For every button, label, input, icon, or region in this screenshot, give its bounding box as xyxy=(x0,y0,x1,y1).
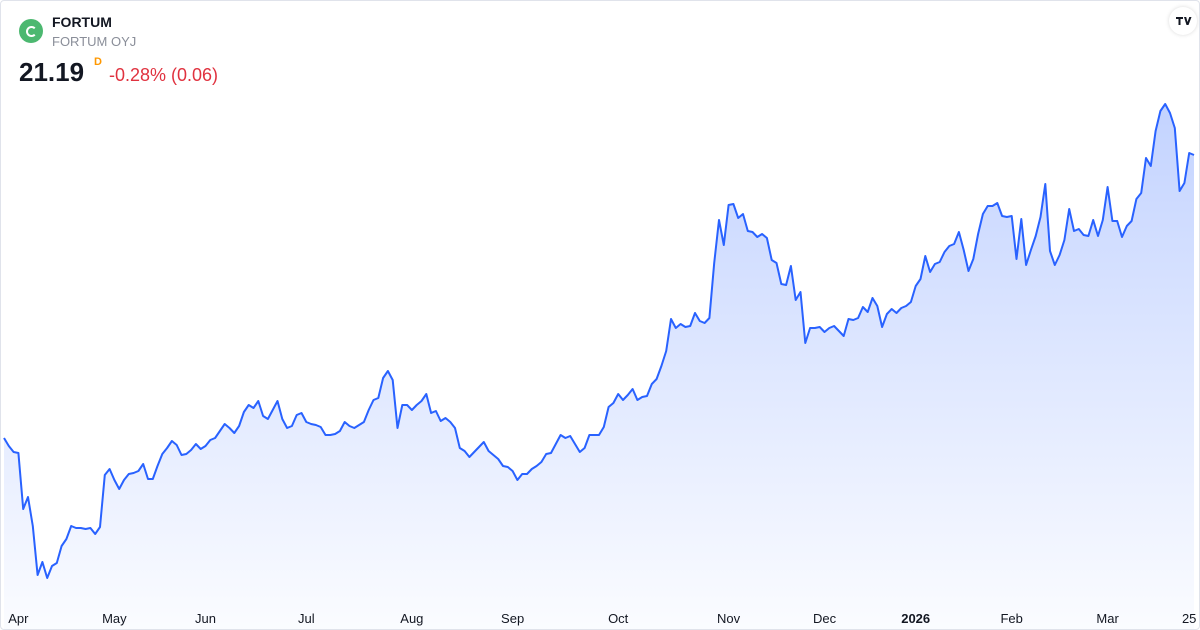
price: 21.19 xyxy=(19,57,85,87)
x-tick-label: Nov xyxy=(717,611,741,626)
x-tick-label: Feb xyxy=(1000,611,1022,626)
tv-icon xyxy=(1176,17,1192,25)
interval: D xyxy=(94,56,102,68)
x-tick-label: Jul xyxy=(298,611,315,626)
symbol: FORTUM xyxy=(52,14,112,30)
x-tick-label: Aug xyxy=(400,611,423,626)
x-tick-label: Oct xyxy=(608,611,629,626)
area-fill xyxy=(4,104,1194,629)
logo xyxy=(19,19,43,43)
price-line xyxy=(3,103,1195,579)
change: -0.28% (0.06) xyxy=(109,65,219,85)
x-tick-label: 2026 xyxy=(901,611,930,626)
x-tick-label: Sep xyxy=(501,611,524,626)
x-tick-label: Apr xyxy=(8,611,29,626)
company-name: FORTUM OYJ xyxy=(52,34,137,49)
x-tick-label: Dec xyxy=(813,611,837,626)
x-tick-label: May xyxy=(102,611,127,626)
x-tick-label: Mar xyxy=(1096,611,1119,626)
x-tick-label: 25 xyxy=(1182,611,1196,626)
x-tick-label: Jun xyxy=(195,611,216,626)
tv-logo[interactable] xyxy=(1169,7,1197,35)
